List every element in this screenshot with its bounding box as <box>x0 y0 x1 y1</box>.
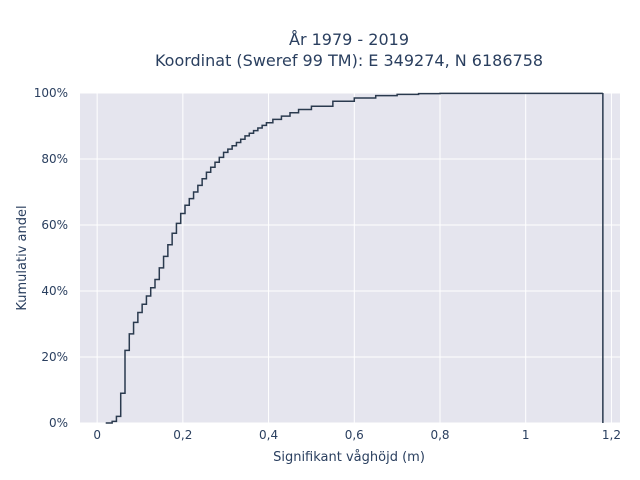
y-tick-label: 60% <box>41 218 68 232</box>
x-tick-label: 0,2 <box>173 428 192 442</box>
x-tick-labels: 0 0,2 0,4 0,6 0,8 1 1,2 <box>93 428 621 442</box>
y-axis-label: Kumulativ andel <box>15 205 30 310</box>
y-tick-label: 40% <box>41 284 68 298</box>
y-tick-label: 0% <box>49 416 68 430</box>
x-tick-label: 1,2 <box>602 428 621 442</box>
title-line-2: Koordinat (Sweref 99 TM): E 349274, N 61… <box>155 51 543 70</box>
y-tick-label: 80% <box>41 152 68 166</box>
x-axis-label: Signifikant våghöjd (m) <box>273 450 425 465</box>
x-tick-label: 0,6 <box>345 428 364 442</box>
ecdf-step-line <box>105 92 604 424</box>
x-tick-label: 0,8 <box>430 428 449 442</box>
y-tick-label: 100% <box>34 86 68 100</box>
plot-background <box>80 93 620 423</box>
x-tick-label: 1 <box>522 428 530 442</box>
y-tick-label: 20% <box>41 350 68 364</box>
y-tick-labels: 0% 20% 40% 60% 80% 100% <box>34 86 68 430</box>
title-line-1: År 1979 - 2019 <box>289 30 409 49</box>
x-tick-label: 0 <box>93 428 101 442</box>
x-tick-label: 0,4 <box>259 428 278 442</box>
chart-title: År 1979 - 2019 Koordinat (Sweref 99 TM):… <box>155 30 543 70</box>
